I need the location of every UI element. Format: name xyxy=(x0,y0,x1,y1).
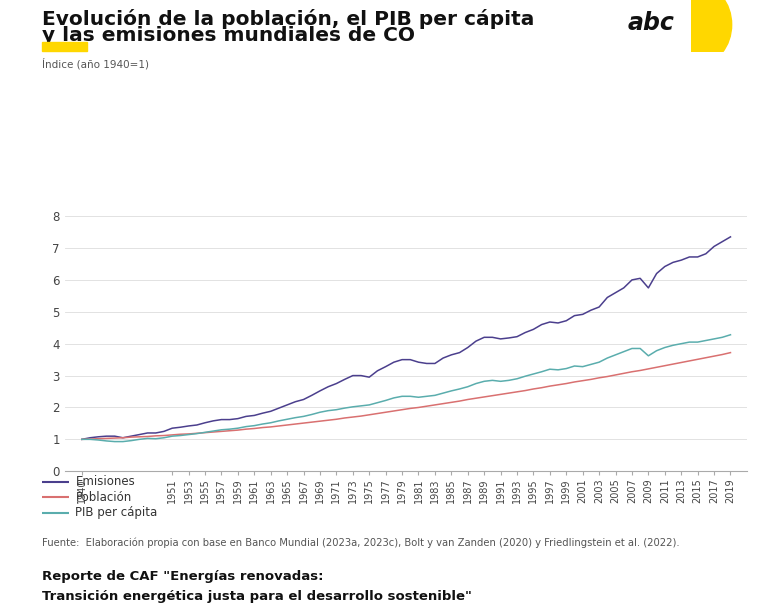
Text: PIB per cápita: PIB per cápita xyxy=(75,506,158,519)
Text: abc: abc xyxy=(628,11,675,35)
Text: Evolución de la población, el PIB per cápita: Evolución de la población, el PIB per cá… xyxy=(42,9,534,29)
Text: Fuente:  Elaboración propia con base en Banco Mundial (2023a, 2023c), Bolt y van: Fuente: Elaboración propia con base en B… xyxy=(42,537,680,548)
Text: Población: Población xyxy=(75,490,132,504)
Text: Transición energética justa para el desarrollo sostenible": Transición energética justa para el desa… xyxy=(42,590,472,603)
Text: Reporte de CAF "Energías renovadas:: Reporte de CAF "Energías renovadas: xyxy=(42,570,324,583)
Text: y las emisiones mundiales de CO: y las emisiones mundiales de CO xyxy=(42,26,415,45)
Text: Emisiones: Emisiones xyxy=(75,475,136,488)
Circle shape xyxy=(665,0,732,65)
Text: Índice (año 1940=1): Índice (año 1940=1) xyxy=(42,58,149,70)
